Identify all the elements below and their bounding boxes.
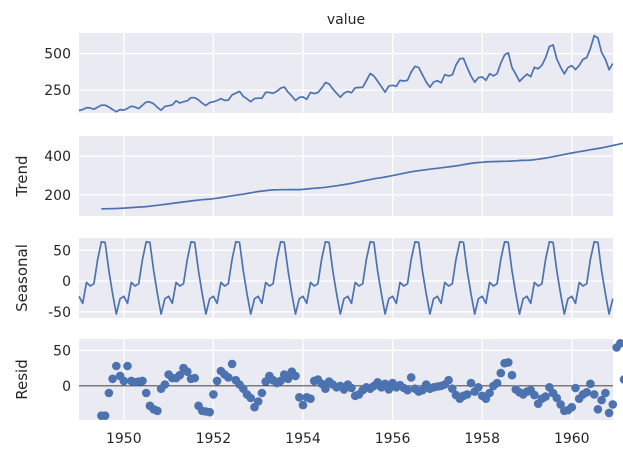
resid-point bbox=[227, 359, 237, 369]
resid-point bbox=[295, 393, 304, 402]
resid-point bbox=[616, 339, 623, 348]
resid-point bbox=[190, 373, 199, 383]
panels: 250 500 200 400 Trend -50 0 50 Seasonal 0 50 Resid 1… bbox=[13, 33, 623, 447]
resid-point bbox=[246, 393, 255, 403]
resid-point bbox=[224, 373, 233, 382]
resid-point bbox=[619, 375, 623, 384]
plot-background bbox=[79, 238, 613, 318]
resid-point bbox=[608, 400, 618, 409]
resid-point bbox=[104, 388, 114, 398]
panel-resid: 0 50 Resid 1950 1952 1954 1956 1958 1960 bbox=[13, 339, 623, 447]
resid-point bbox=[175, 370, 185, 380]
resid-point bbox=[567, 402, 577, 412]
resid-point bbox=[492, 378, 502, 388]
y-tick-label: 0 bbox=[62, 379, 71, 395]
resid-point bbox=[257, 388, 267, 398]
x-tick-label: 1950 bbox=[106, 431, 142, 447]
resid-point bbox=[597, 395, 606, 405]
resid-point bbox=[462, 390, 472, 399]
resid-point bbox=[291, 371, 300, 381]
y-axis-label: Seasonal bbox=[13, 244, 31, 312]
x-tick-label: 1956 bbox=[375, 431, 411, 447]
resid-point bbox=[586, 379, 595, 389]
panel-seasonal: -50 0 50 Seasonal bbox=[13, 238, 614, 321]
resid-point bbox=[530, 390, 539, 400]
resid-point bbox=[601, 388, 610, 398]
plot-background bbox=[79, 339, 613, 420]
resid-point bbox=[212, 376, 222, 386]
series-line-seasonal bbox=[78, 240, 614, 315]
resid-point bbox=[571, 383, 580, 393]
resid-point bbox=[504, 358, 513, 367]
x-tick-label: 1958 bbox=[464, 431, 500, 447]
resid-point bbox=[406, 373, 416, 382]
y-tick-label: 50 bbox=[53, 243, 71, 259]
resid-point bbox=[112, 361, 121, 371]
y-tick-label: 500 bbox=[44, 47, 71, 63]
series-line-trend bbox=[101, 142, 623, 210]
resid-point bbox=[283, 374, 293, 384]
resid-point bbox=[589, 390, 599, 399]
resid-point bbox=[496, 368, 506, 378]
resid-point bbox=[466, 378, 476, 388]
resid-point bbox=[209, 390, 218, 399]
resid-point bbox=[306, 394, 315, 404]
resid-point bbox=[141, 388, 151, 398]
resid-point bbox=[253, 397, 263, 406]
resid-point bbox=[485, 388, 494, 398]
resid-point bbox=[321, 384, 330, 394]
resid-point bbox=[276, 376, 285, 386]
resid-point bbox=[593, 405, 603, 414]
y-axis-label: Resid bbox=[13, 359, 31, 399]
resid-point bbox=[384, 385, 394, 394]
y-tick-label: 50 bbox=[53, 343, 71, 359]
resid-point bbox=[403, 385, 412, 395]
figure-title: value bbox=[327, 12, 365, 28]
resid-point bbox=[298, 400, 308, 410]
y-tick-label: 200 bbox=[44, 188, 71, 204]
resid-point bbox=[123, 361, 132, 371]
resid-point bbox=[604, 408, 614, 418]
resid-point bbox=[108, 374, 117, 384]
resid-point bbox=[541, 392, 550, 401]
resid-point bbox=[474, 383, 483, 392]
resid-point bbox=[444, 375, 453, 385]
resid-point bbox=[552, 393, 562, 403]
x-tick-label: 1952 bbox=[196, 431, 232, 447]
y-tick-label: 0 bbox=[62, 274, 71, 290]
resid-point bbox=[507, 370, 517, 380]
resid-point bbox=[582, 388, 591, 397]
resid-point bbox=[119, 376, 129, 386]
resid-point bbox=[160, 380, 170, 389]
resid-point bbox=[205, 407, 214, 417]
y-tick-label: -50 bbox=[48, 305, 71, 321]
y-axis-label: Trend bbox=[13, 155, 31, 197]
panel-observed: 250 500 bbox=[44, 33, 614, 113]
resid-point bbox=[448, 384, 457, 394]
y-tick-label: 250 bbox=[44, 83, 71, 99]
x-tick-label: 1954 bbox=[285, 431, 321, 447]
resid-point bbox=[138, 376, 147, 386]
y-tick-label: 400 bbox=[44, 149, 71, 165]
series-line-observed bbox=[78, 34, 614, 113]
panel-trend: 200 400 Trend bbox=[13, 136, 623, 216]
resid-point bbox=[100, 411, 110, 421]
resid-point bbox=[347, 383, 356, 393]
plot-background bbox=[79, 136, 613, 216]
resid-point bbox=[153, 406, 162, 416]
x-tick-label: 1960 bbox=[554, 431, 590, 447]
plot-background bbox=[79, 33, 613, 113]
resid-point bbox=[183, 367, 192, 377]
resid-point bbox=[556, 400, 565, 409]
